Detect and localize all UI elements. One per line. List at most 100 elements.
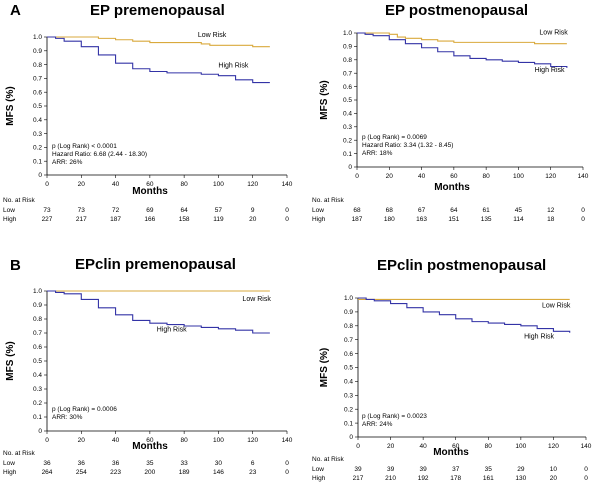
y-tick-label: 0.4 (343, 111, 352, 118)
risk-cell: 223 (110, 469, 121, 476)
risk-cell: 9 (251, 207, 255, 214)
y-tick-label: 0.3 (33, 386, 42, 393)
x-tick-label: 80 (485, 443, 493, 450)
y-axis-label: MFS (%) (5, 86, 16, 125)
y-tick-label: 0.2 (344, 406, 353, 413)
y-tick-label: 0.2 (33, 400, 42, 407)
y-tick-label: 0.9 (33, 48, 42, 55)
x-tick-label: 140 (282, 437, 293, 444)
risk-cell: 161 (483, 475, 494, 482)
risk-cell: 6 (251, 460, 255, 467)
risk-cell: 18 (547, 216, 555, 223)
risk-cell: 39 (387, 466, 395, 473)
risk-row-label: High (3, 216, 17, 223)
y-tick-label: 0.3 (343, 124, 352, 131)
series-label-high-risk: High Risk (157, 327, 187, 334)
x-tick-label: 60 (146, 181, 154, 188)
risk-cell: 64 (181, 207, 189, 214)
risk-cell: 67 (418, 207, 426, 214)
y-tick-label: 0 (348, 164, 352, 171)
risk-cell: 57 (215, 207, 223, 214)
x-tick-label: 120 (247, 437, 258, 444)
y-tick-label: 1.0 (343, 30, 352, 37)
risk-cell: 69 (146, 207, 154, 214)
y-axis-label: MFS (%) (319, 348, 330, 387)
y-axis-label: MFS (%) (5, 341, 16, 380)
y-tick-label: 1.0 (33, 34, 42, 41)
y-tick-label: 0.5 (344, 365, 353, 372)
y-tick-label: 1.0 (344, 295, 353, 302)
km-panel-1: A EP premenopausal 0 0.1 0.2 0.3 0.4 0.5 0.6 0.7 0… (3, 2, 293, 223)
x-tick-label: 140 (282, 181, 293, 188)
y-tick-label: 0.8 (343, 57, 352, 64)
y-tick-label: 0 (349, 434, 353, 441)
y-tick-label: 0 (38, 172, 42, 179)
risk-cell: 36 (78, 460, 86, 467)
risk-row-label: High (312, 216, 326, 223)
y-tick-label: 0.7 (33, 76, 42, 83)
risk-row-label: Low (312, 207, 324, 214)
risk-cell: 227 (42, 216, 53, 223)
series-label-low-risk: Low Risk (198, 32, 227, 39)
x-tick-label: 0 (355, 173, 359, 180)
risk-cell: 189 (179, 469, 190, 476)
risk-cell: 200 (144, 469, 155, 476)
y-tick-label: 0.8 (344, 323, 353, 330)
risk-cell: 39 (420, 466, 428, 473)
panel-letter: B (10, 257, 21, 274)
stat-annotation: p (Log Rank) = 0.0023 (362, 413, 427, 420)
x-tick-label: 40 (418, 173, 426, 180)
chart-title: EPclin premenopausal (75, 256, 236, 273)
y-tick-label: 0.1 (33, 414, 42, 421)
risk-cell: 130 (515, 475, 526, 482)
y-tick-label: 0.8 (33, 62, 42, 69)
risk-cell: 166 (144, 216, 155, 223)
risk-cell: 36 (43, 460, 51, 467)
risk-cell: 73 (78, 207, 86, 214)
x-tick-label: 0 (45, 437, 49, 444)
risk-cell: 68 (353, 207, 361, 214)
y-tick-label: 0.2 (343, 137, 352, 144)
x-tick-label: 0 (356, 443, 360, 450)
stat-annotation: Hazard Ratio: 3.34 (1.32 - 8.45) (362, 142, 453, 149)
km-panel-3: B EPclin premenopausal 0 0.1 0.2 0.3 0.4 0.5 0.6… (3, 256, 293, 476)
risk-cell: 35 (485, 466, 493, 473)
x-tick-label: 100 (513, 173, 524, 180)
x-tick-label: 40 (112, 181, 120, 188)
stat-annotation: p (Log Rank) = 0.0069 (362, 134, 427, 141)
y-tick-label: 0.5 (343, 97, 352, 104)
x-tick-label: 100 (213, 181, 224, 188)
series-label-low-risk: Low Risk (539, 29, 568, 36)
x-axis-label: Months (132, 186, 168, 197)
y-tick-label: 0.9 (344, 309, 353, 316)
x-tick-label: 140 (581, 443, 592, 450)
risk-row-label: High (3, 469, 17, 476)
x-tick-label: 140 (578, 173, 589, 180)
y-tick-label: 0.6 (33, 89, 42, 96)
risk-cell: 0 (285, 469, 289, 476)
y-tick-label: 0 (38, 428, 42, 435)
risk-cell: 210 (385, 475, 396, 482)
risk-cell: 135 (481, 216, 492, 223)
x-tick-label: 100 (213, 437, 224, 444)
y-tick-label: 0.2 (33, 145, 42, 152)
risk-cell: 192 (418, 475, 429, 482)
risk-cell: 180 (384, 216, 395, 223)
risk-cell: 217 (353, 475, 364, 482)
y-tick-label: 0.7 (344, 337, 353, 344)
km-panel-4: EPclin postmenopausal 0 0.1 0.2 0.3 0.4 0.5 0.6… (312, 257, 592, 482)
risk-cell: 158 (179, 216, 190, 223)
stat-annotation: ARR: 24% (362, 421, 393, 428)
x-axis-label: Months (433, 447, 469, 458)
x-tick-label: 20 (386, 173, 394, 180)
panel-letter: A (10, 2, 21, 19)
risk-cell: 0 (581, 207, 585, 214)
y-tick-label: 0.9 (33, 302, 42, 309)
risk-cell: 254 (76, 469, 87, 476)
y-tick-label: 0.5 (33, 103, 42, 110)
risk-cell: 217 (76, 216, 87, 223)
y-tick-label: 0.8 (33, 316, 42, 323)
y-tick-label: 0.3 (344, 393, 353, 400)
y-tick-label: 0.4 (33, 117, 42, 124)
